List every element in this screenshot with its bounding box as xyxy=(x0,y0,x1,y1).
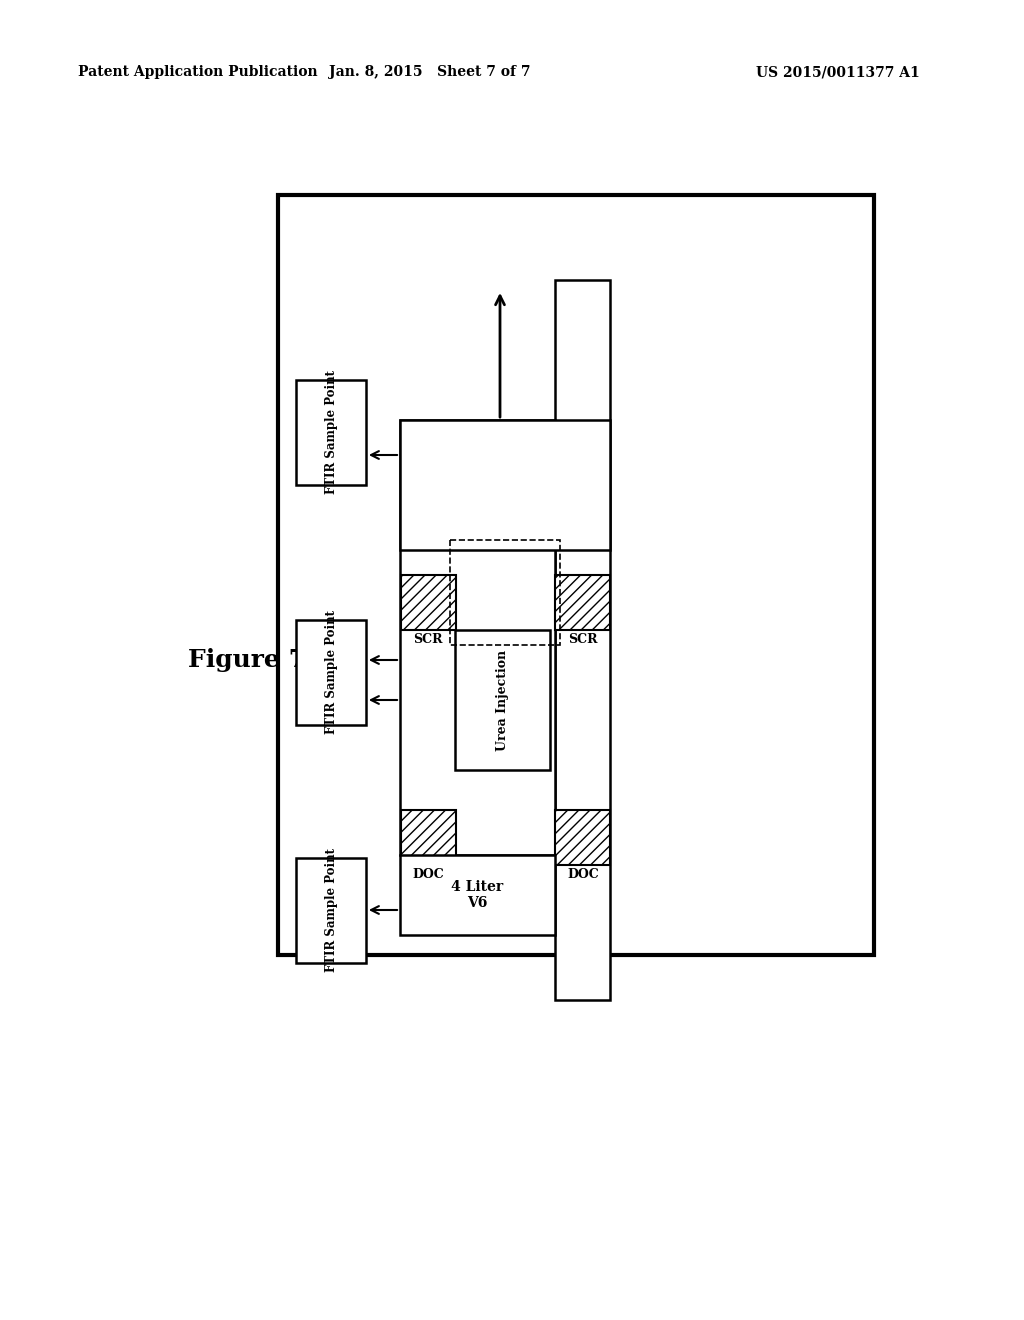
Bar xyxy=(450,540,560,645)
Bar xyxy=(401,576,456,630)
Bar xyxy=(278,195,874,954)
Bar xyxy=(296,620,366,725)
Text: 4 Liter
V6: 4 Liter V6 xyxy=(452,880,504,909)
Bar xyxy=(401,810,456,865)
Text: Patent Application Publication: Patent Application Publication xyxy=(78,65,317,79)
Text: Figure 7: Figure 7 xyxy=(188,648,306,672)
Bar xyxy=(296,380,366,484)
Bar xyxy=(400,855,555,935)
Bar xyxy=(400,420,610,550)
Bar xyxy=(555,576,610,630)
Bar xyxy=(400,420,555,855)
Bar xyxy=(455,630,550,770)
Text: FTIR Sample Point: FTIR Sample Point xyxy=(325,610,338,734)
Text: DOC: DOC xyxy=(567,869,599,880)
Bar xyxy=(296,858,366,964)
Text: Urea Injection: Urea Injection xyxy=(496,649,509,751)
Bar xyxy=(555,810,610,865)
Bar xyxy=(555,280,610,1001)
Text: US 2015/0011377 A1: US 2015/0011377 A1 xyxy=(757,65,920,79)
Text: SCR: SCR xyxy=(568,634,598,645)
Text: SCR: SCR xyxy=(414,634,442,645)
Text: DOC: DOC xyxy=(412,869,443,880)
Text: Jan. 8, 2015   Sheet 7 of 7: Jan. 8, 2015 Sheet 7 of 7 xyxy=(330,65,530,79)
Text: FTIR Sample Point: FTIR Sample Point xyxy=(325,371,338,495)
Text: FTIR Sample Point: FTIR Sample Point xyxy=(325,849,338,973)
